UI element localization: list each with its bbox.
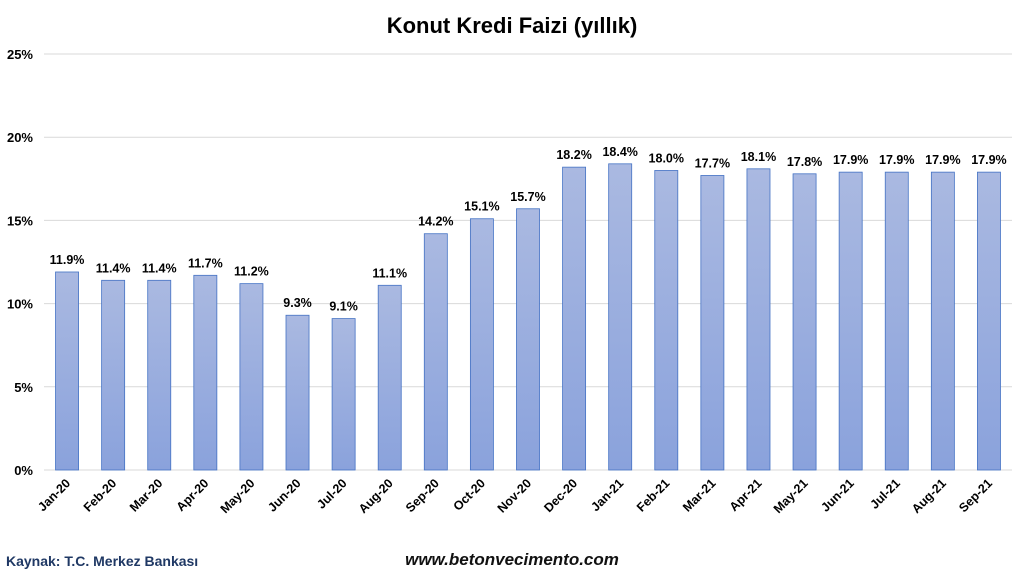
- data-label: 11.1%: [372, 266, 407, 280]
- x-tick-label: May-20: [218, 476, 258, 516]
- x-tick-label: Nov-20: [495, 476, 534, 515]
- x-tick-label: Dec-20: [541, 476, 580, 515]
- y-axis-labels: 0% 5% 10% 15% 20% 25%: [7, 47, 33, 478]
- y-tick-label: 5%: [14, 380, 33, 395]
- bar: [55, 271, 79, 471]
- bar: [377, 284, 402, 471]
- data-label: 17.8%: [787, 155, 822, 169]
- x-axis-labels: Jan-20 Feb-20 Mar-20 Apr-20 May-20 Jun-20 Jul-…: [35, 476, 995, 516]
- data-label: 11.2%: [234, 265, 269, 279]
- website-link: www.betonvecimento.com: [405, 550, 619, 569]
- x-tick-label: Sep-21: [956, 476, 995, 515]
- data-labels: 11.9% 11.4% 11.4% 11.7% 11.2% 9.3% 9.1% 11.1% 14…: [50, 145, 1007, 314]
- source-note: Kaynak: T.C. Merkez Bankası: [6, 553, 199, 569]
- y-tick-label: 20%: [7, 130, 33, 145]
- x-tick-label: Feb-21: [634, 476, 672, 514]
- bar: [562, 166, 587, 471]
- bar: [930, 171, 955, 471]
- y-tick-label: 25%: [7, 47, 33, 62]
- x-tick-label: Jun-21: [818, 476, 856, 514]
- bar: [469, 218, 494, 471]
- bar: [285, 314, 310, 471]
- y-tick-label: 10%: [7, 297, 33, 312]
- x-tick-label: Jun-20: [265, 476, 303, 514]
- data-label: 15.7%: [510, 190, 545, 204]
- x-tick-label: Jul-20: [314, 476, 349, 511]
- data-label: 17.9%: [925, 153, 960, 167]
- data-label: 11.7%: [188, 256, 223, 270]
- data-label: 9.1%: [329, 300, 358, 314]
- data-label: 18.0%: [649, 151, 684, 165]
- x-tick-label: Aug-21: [909, 476, 949, 516]
- bar: [746, 168, 771, 471]
- data-label: 11.4%: [96, 261, 131, 275]
- x-tick-label: May-21: [771, 476, 811, 516]
- data-label: 11.4%: [142, 261, 177, 275]
- bar: [101, 279, 126, 471]
- x-tick-label: Mar-20: [127, 476, 165, 514]
- y-tick-label: 15%: [7, 213, 33, 228]
- x-tick-label: Oct-20: [451, 476, 488, 513]
- x-tick-label: Jan-21: [588, 476, 626, 514]
- data-label: 17.9%: [833, 153, 868, 167]
- bar: [147, 279, 172, 471]
- bar-chart: Konut Kredi Faizi (yıllık) 0% 5% 10% 15% 20%…: [7, 13, 1012, 516]
- x-tick-label: Apr-21: [727, 476, 765, 514]
- x-tick-label: Mar-21: [680, 476, 718, 514]
- x-tick-label: Sep-20: [403, 476, 442, 515]
- data-label: 11.9%: [50, 253, 85, 267]
- data-label: 18.4%: [602, 145, 637, 159]
- data-label: 17.9%: [879, 153, 914, 167]
- bar: [516, 208, 540, 471]
- bar: [700, 175, 725, 471]
- x-tick-label: Apr-20: [174, 476, 212, 514]
- bar: [838, 171, 863, 471]
- bar: [654, 170, 679, 471]
- x-tick-label: Feb-20: [81, 476, 119, 514]
- bar: [792, 173, 817, 471]
- data-label: 17.7%: [695, 156, 730, 170]
- bar: [423, 233, 448, 471]
- bars: [55, 163, 1001, 471]
- x-tick-label: Aug-20: [356, 476, 396, 516]
- data-label: 15.1%: [464, 200, 499, 214]
- data-label: 18.2%: [556, 148, 591, 162]
- bar: [884, 171, 909, 471]
- bar: [239, 283, 264, 471]
- bar: [331, 318, 356, 471]
- bar: [977, 171, 1001, 471]
- x-tick-label: Jul-21: [867, 476, 902, 511]
- x-tick-label: Jan-20: [35, 476, 73, 514]
- data-label: 17.9%: [971, 153, 1006, 167]
- bar: [193, 274, 218, 471]
- data-label: 9.3%: [283, 296, 312, 310]
- data-label: 18.1%: [741, 150, 776, 164]
- y-tick-label: 0%: [14, 463, 33, 478]
- data-label: 14.2%: [418, 215, 453, 229]
- chart-title: Konut Kredi Faizi (yıllık): [387, 13, 638, 38]
- bar: [608, 163, 633, 471]
